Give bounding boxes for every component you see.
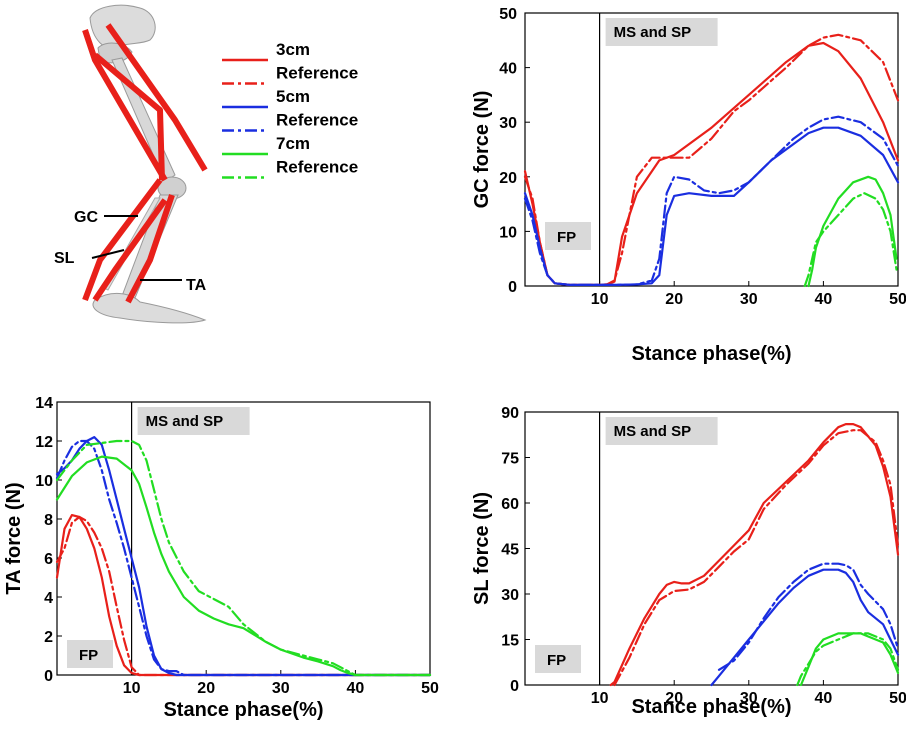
sl-x-axis-label: Stance phase(%)	[631, 696, 791, 718]
ta-phase-box-fp	[67, 640, 113, 668]
legend-label-3: Reference	[276, 111, 358, 130]
gc-y-tick-label-2: 20	[499, 170, 517, 187]
thigh-muscle-mid	[93, 52, 165, 181]
ta-y-tick-label-5: 10	[35, 473, 53, 490]
ta-y-tick-label-6: 12	[35, 434, 53, 451]
gc-phase-label-ms-sp: MS and SP	[614, 24, 692, 41]
gc-x-tick-label-1: 20	[665, 291, 683, 308]
ta-phase-box-ms-sp	[137, 407, 250, 435]
sl-series-1-reference-line	[613, 429, 900, 687]
ta-series-5-reference-line	[55, 439, 432, 677]
gc-plot-frame	[524, 12, 899, 287]
legend-label-4: 7cm	[276, 134, 310, 153]
sl-x-tick-label-1: 20	[665, 690, 683, 707]
sl-y-tick-label-3: 45	[501, 542, 519, 559]
ta-series-2-5cm-line	[55, 436, 432, 677]
sl-plot-frame	[524, 411, 899, 686]
sl-y-tick-label-4: 60	[501, 496, 519, 513]
gc-series-4-7cm-line	[807, 175, 898, 288]
legend: 3cm Reference 5cm Reference 7cm Reference	[222, 40, 358, 179]
gc-x-tick-label-4: 50	[889, 291, 906, 308]
sl-y-tick-label-2: 30	[501, 587, 519, 604]
gc-phase-box-fp	[545, 222, 591, 250]
ta-muscle	[125, 194, 175, 304]
sl-phase-box-fp	[535, 645, 581, 673]
gc-y-tick-label-3: 30	[499, 115, 517, 132]
ta-y-tick-label-4: 8	[44, 512, 53, 529]
ta-y-tick-label-7: 14	[35, 395, 53, 412]
ta-x-tick-label-2: 30	[272, 680, 290, 697]
sl-series-3-reference-line	[717, 562, 900, 671]
sl-muscle	[92, 198, 168, 302]
ta-y-tick-label-1: 2	[44, 629, 53, 646]
ta-series-3-reference-line	[55, 439, 432, 677]
sl-phase-label-fp: FP	[547, 652, 566, 669]
gc-x-tick-label-2: 30	[740, 291, 758, 308]
thigh-muscle-front	[82, 29, 168, 182]
gc-series-3-reference-line	[523, 115, 900, 286]
legend-label-1: Reference	[276, 64, 358, 83]
ta-x-axis-label: Stance phase(%)	[163, 699, 323, 721]
sl-series-4-7cm-line	[799, 632, 900, 687]
ta-phase-label-fp: FP	[79, 647, 98, 664]
thigh-muscle-back	[105, 23, 208, 172]
gc-y-tick-label-4: 40	[499, 61, 517, 78]
gc-y-axis-label: GC force (N)	[471, 91, 493, 209]
gc-x-tick-label-0: 10	[591, 291, 609, 308]
sl-y-tick-label-5: 75	[501, 451, 519, 468]
ta-y-tick-label-0: 0	[44, 668, 53, 685]
gc-y-tick-label-0: 0	[508, 279, 517, 296]
gc-phase-label-fp: FP	[557, 229, 576, 246]
sl-label: SL	[54, 250, 75, 267]
sl-y-tick-label-6: 90	[501, 405, 519, 422]
sl-force-chart: MS and SP FP 10 20 30 40 50 0 15 30 45 60 75 90 Stance…	[471, 405, 906, 718]
sl-phase-box-ms-sp	[605, 417, 718, 445]
legend-label-0: 3cm	[276, 40, 310, 59]
sl-series-0-3cm-line	[609, 423, 900, 687]
sl-x-tick-label-0: 10	[591, 690, 609, 707]
gc-series-5-reference-line	[803, 192, 898, 288]
ta-phase-label-ms-sp: MS and SP	[146, 413, 224, 430]
gc-force-chart: MS and SP FP 10 20 30 40 50 0 10 20 30 40 50 Stance p…	[471, 6, 906, 365]
ta-series-4-7cm-line	[55, 455, 432, 677]
sl-phase-label-ms-sp: MS and SP	[614, 423, 692, 440]
gc-muscle	[82, 178, 163, 302]
sl-x-tick-label-2: 30	[740, 690, 758, 707]
sl-x-tick-label-4: 50	[889, 690, 906, 707]
ta-y-axis-label: TA force (N)	[3, 482, 25, 594]
leg-model-illustration: GC SL TA	[54, 4, 208, 324]
sl-x-tick-label-3: 40	[815, 690, 833, 707]
gc-series-2-5cm-line	[523, 126, 900, 286]
muscle-lines	[82, 23, 208, 304]
ta-y-tick-label-3: 6	[44, 551, 53, 568]
ta-x-tick-label-1: 20	[197, 680, 215, 697]
ta-x-tick-label-4: 50	[421, 680, 439, 697]
gc-label: GC	[74, 209, 98, 226]
gc-y-tick-label-1: 10	[499, 224, 517, 241]
sl-series-2-5cm-line	[710, 568, 900, 687]
legend-label-5: Reference	[276, 158, 358, 177]
legend-label-2: 5cm	[276, 87, 310, 106]
gc-x-axis-label: Stance phase(%)	[631, 343, 791, 365]
gc-y-tick-label-5: 50	[499, 6, 517, 23]
sl-y-axis-label: SL force (N)	[471, 492, 493, 605]
sl-pointer	[91, 249, 125, 259]
ta-force-chart: MS and SP FP 10 20 30 40 50 0 2 4 6 8 10 12 14 Stance p…	[3, 395, 439, 721]
ta-label: TA	[186, 277, 207, 294]
sl-y-tick-label-0: 0	[510, 678, 519, 695]
gc-phase-box-ms-sp	[605, 18, 718, 46]
ta-x-tick-label-0: 10	[123, 680, 141, 697]
ta-y-tick-label-2: 4	[44, 590, 53, 607]
sl-series-5-reference-line	[796, 632, 900, 687]
foot-bones	[92, 293, 207, 324]
gc-x-tick-label-3: 40	[815, 291, 833, 308]
sl-y-tick-label-1: 15	[501, 633, 519, 650]
ta-x-tick-label-3: 40	[347, 680, 365, 697]
